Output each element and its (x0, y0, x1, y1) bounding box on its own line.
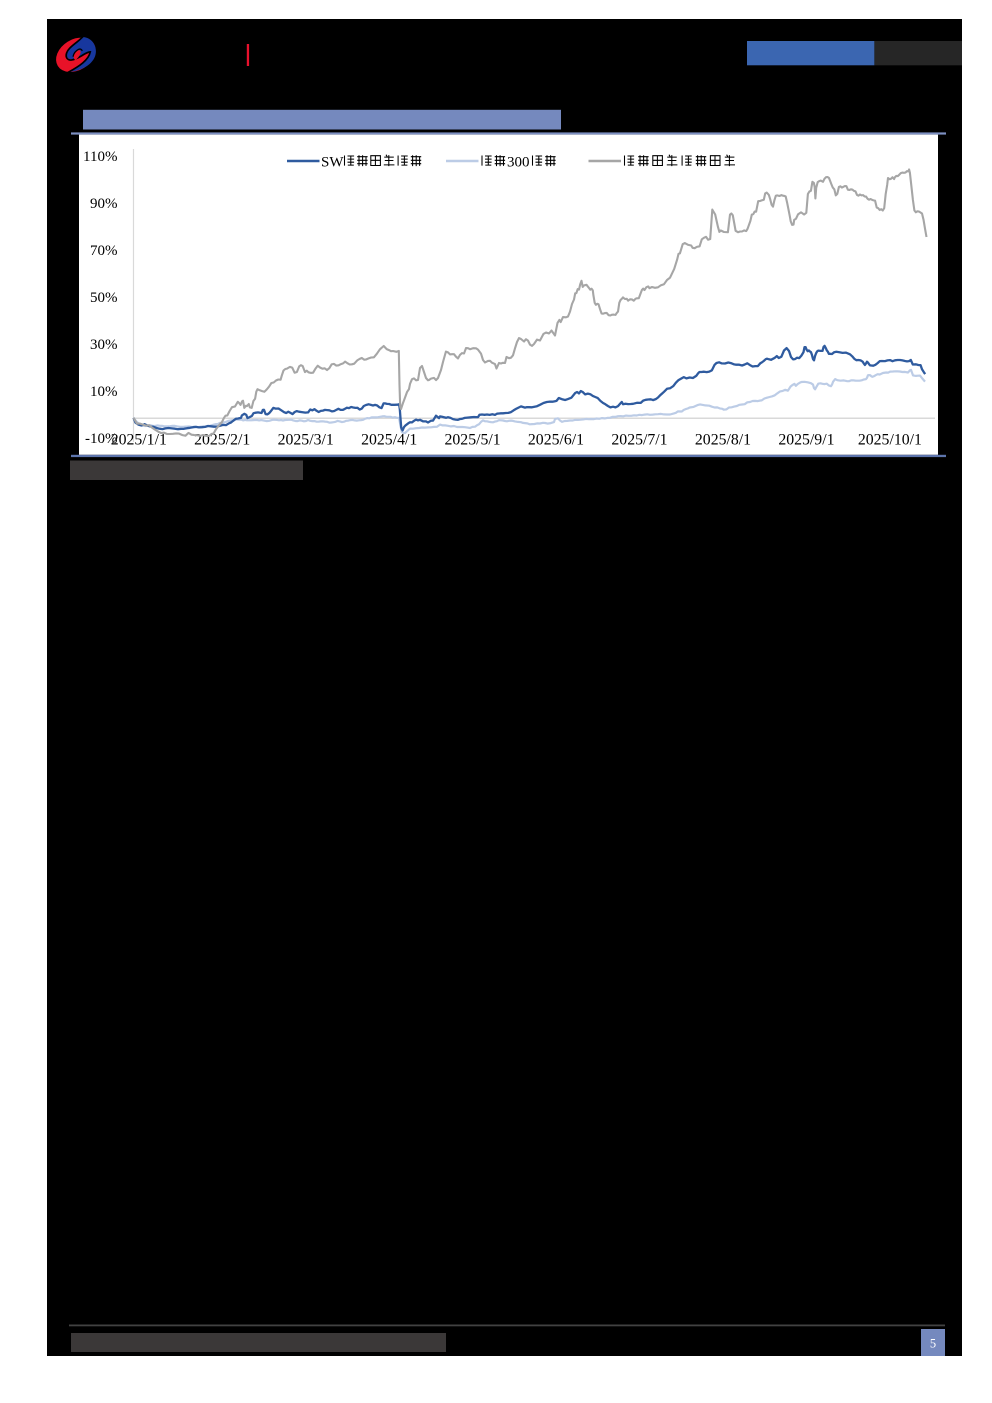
svg-text:50%: 50% (90, 290, 118, 306)
svg-text:2025/6/1: 2025/6/1 (528, 432, 584, 449)
svg-text:90%: 90% (90, 196, 118, 212)
svg-text:2025/7/1: 2025/7/1 (611, 432, 667, 449)
svg-text:30%: 30% (90, 337, 118, 353)
svg-text:SW: SW (321, 155, 344, 171)
svg-text:2025/9/1: 2025/9/1 (778, 432, 834, 449)
svg-text:2025/4/1: 2025/4/1 (361, 432, 417, 449)
svg-text:2025/8/1: 2025/8/1 (695, 432, 751, 449)
svg-text:2025/5/1: 2025/5/1 (445, 432, 501, 449)
svg-text:110%: 110% (83, 149, 117, 165)
svg-text:300: 300 (507, 155, 530, 171)
svg-text:2025/1/1: 2025/1/1 (111, 432, 167, 449)
svg-text:-10%: -10% (85, 431, 118, 447)
svg-text:5: 5 (930, 1337, 936, 1351)
svg-text:2025/3/1: 2025/3/1 (278, 432, 334, 449)
svg-text:70%: 70% (90, 243, 118, 259)
svg-text:10%: 10% (90, 384, 118, 400)
svg-text:2025/10/1: 2025/10/1 (858, 432, 922, 449)
